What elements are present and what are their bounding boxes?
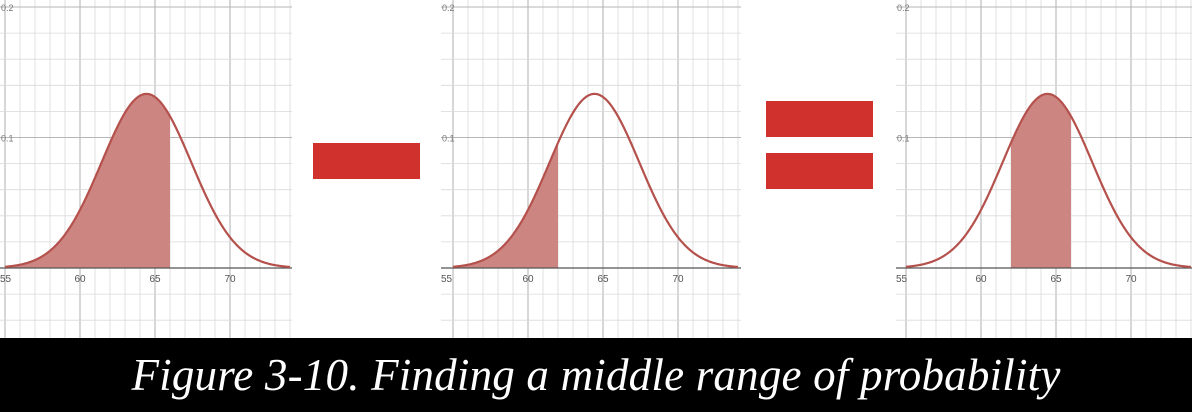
chart-middle-x-tick-label: 70 — [672, 274, 684, 285]
chart-left-shaded-area — [5, 93, 170, 268]
figure-caption: Figure 3-10. Finding a middle range of p… — [0, 338, 1192, 412]
chart-middle-y-tick-label: 0.2 — [442, 3, 455, 13]
chart-left-x-tick-label: 55 — [0, 274, 12, 285]
chart-panel-middle: 55 60 65 70 0.1 0.2 — [441, 0, 741, 338]
chart-middle-x-tick-label: 55 — [441, 274, 453, 285]
chart-middle-y-tick-label: 0.1 — [442, 134, 455, 144]
minus-sign — [313, 143, 420, 179]
chart-right-density-curve — [905, 92, 1192, 269]
chart-panel-left: 55 60 65 70 0.1 0.2 — [0, 0, 292, 338]
chart-middle-svg: 55 60 65 70 0.1 0.2 — [441, 0, 741, 338]
chart-middle-x-tick-label: 65 — [597, 274, 609, 285]
chart-right-y-tick-label: 0.2 — [897, 3, 910, 13]
chart-right-shaded-area — [1011, 93, 1071, 268]
chart-left-x-tick-label: 70 — [224, 274, 236, 285]
chart-right-x-tick-label: 70 — [1125, 274, 1137, 285]
chart-left-y-tick-label: 0.2 — [1, 3, 14, 13]
chart-middle-x-tick-label: 60 — [522, 274, 534, 285]
chart-right-x-tick-label: 65 — [1050, 274, 1062, 285]
chart-middle-shaded-area — [453, 142, 558, 268]
chart-middle-grid — [441, 0, 741, 338]
equals-sign-top-bar — [766, 101, 873, 137]
chart-left-x-tick-label: 65 — [149, 274, 161, 285]
chart-left-y-tick-label: 0.1 — [1, 134, 14, 144]
chart-left-density-curve — [4, 92, 291, 269]
chart-left-svg: 55 60 65 70 0.1 0.2 — [0, 0, 292, 338]
chart-right-y-tick-label: 0.1 — [897, 134, 910, 144]
chart-middle-density-curve — [452, 92, 739, 269]
chart-panel-right: 55 60 65 70 0.1 0.2 — [896, 0, 1192, 338]
chart-left-x-tick-label: 60 — [74, 274, 86, 285]
chart-right-svg: 55 60 65 70 0.1 0.2 — [896, 0, 1192, 338]
chart-right-x-tick-label: 60 — [975, 274, 987, 285]
chart-right-x-tick-label: 55 — [896, 274, 908, 285]
equals-sign-bottom-bar — [766, 153, 873, 189]
